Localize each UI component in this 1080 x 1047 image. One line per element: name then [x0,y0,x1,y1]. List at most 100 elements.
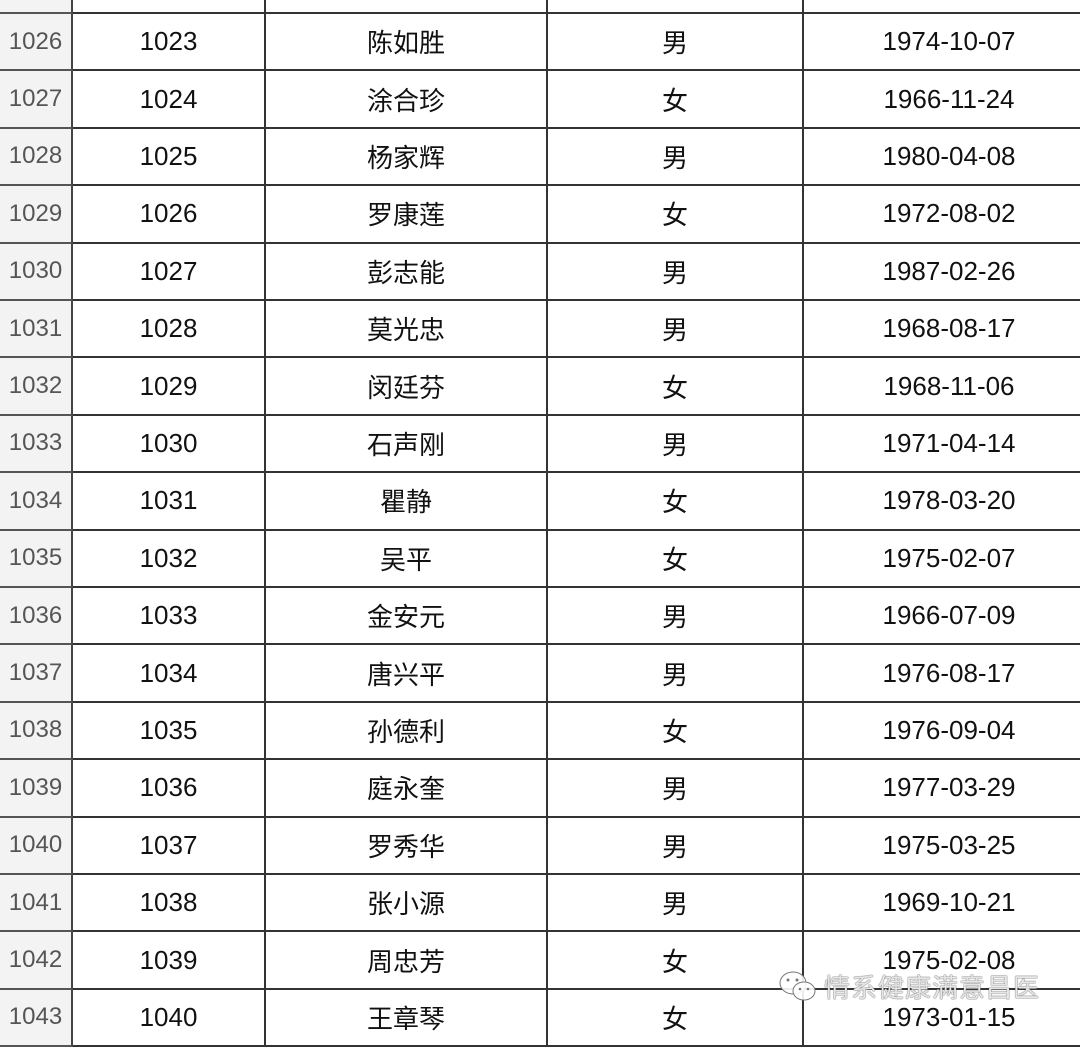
cell-birth[interactable]: 1977-03-29 [804,760,1080,818]
cell-name[interactable]: 瞿静 [266,473,548,531]
cell-id[interactable]: 1028 [73,301,266,359]
table-row: 1025 [0,0,1080,14]
row-header[interactable]: 1029 [0,186,73,244]
cell-birth[interactable]: 1975-02-08 [804,932,1080,990]
cell-birth[interactable]: 1968-08-17 [804,301,1080,359]
cell-birth[interactable]: 1978-03-20 [804,473,1080,531]
row-header[interactable]: 1033 [0,415,73,474]
row-header[interactable]: 1038 [0,702,73,761]
table-row: 1034 1031 瞿静女 1978-03-20 [0,473,1080,531]
cell-id[interactable]: 1033 [73,588,266,646]
row-header[interactable]: 1042 [0,932,73,990]
cell-birth[interactable]: 1980-04-08 [804,129,1080,187]
row-header[interactable]: 1036 [0,588,73,646]
row-header[interactable]: 1039 [0,760,73,818]
cell-name[interactable]: 莫光忠 [266,301,548,359]
cell-name[interactable]: 罗秀华 [266,817,548,875]
cell-gender[interactable]: 男 [548,14,804,72]
row-header[interactable]: 1041 [0,875,73,933]
cell-name[interactable]: 涂合珍 [266,71,548,129]
cell-gender[interactable]: 女 [548,932,804,990]
cell-id[interactable]: 1035 [73,702,266,761]
cell-id[interactable]: 1039 [73,932,266,990]
cell-birth[interactable]: 1969-10-21 [804,875,1080,933]
cell-id[interactable]: 1027 [73,243,266,301]
cell-gender[interactable]: 男 [548,875,804,933]
cell-gender[interactable]: 男 [548,817,804,875]
cell-name[interactable]: 孙德利 [266,702,548,761]
row-header[interactable]: 1028 [0,128,73,187]
cell-name[interactable]: 庭永奎 [266,760,548,818]
cell-name[interactable]: 周忠芳 [266,932,548,990]
cell-birth[interactable]: 1966-07-09 [804,588,1080,646]
cell-name[interactable] [266,0,548,14]
cell-name[interactable]: 闵廷芬 [266,358,548,416]
cell-birth[interactable]: 1976-08-17 [804,645,1080,703]
cell-gender[interactable]: 女 [548,989,804,1047]
cell-birth[interactable]: 1975-03-25 [804,818,1080,875]
cell-id[interactable]: 1029 [73,358,266,416]
cell-name[interactable]: 杨家辉 [266,128,548,187]
row-header[interactable]: 1043 [0,989,73,1047]
cell-gender[interactable]: 女 [548,530,804,588]
cell-gender[interactable]: 男 [548,243,804,301]
cell-birth[interactable]: 1972-08-02 [804,186,1080,244]
cell-id[interactable]: 1037 [73,817,266,875]
cell-birth[interactable]: 1976-09-04 [804,703,1080,761]
cell-gender[interactable] [548,0,804,14]
cell-gender[interactable]: 女 [548,186,804,244]
cell-name[interactable]: 吴平 [266,530,548,588]
row-header[interactable]: 1030 [0,243,73,301]
cell-name[interactable]: 石声刚 [266,415,548,474]
cell-birth[interactable]: 1968-11-06 [804,358,1080,416]
cell-id[interactable]: 1024 [73,71,266,129]
cell-gender[interactable]: 女 [548,473,804,531]
row-header[interactable]: 1035 [0,530,73,588]
cell-birth[interactable]: 1975-02-07 [804,531,1080,588]
cell-id[interactable]: 1025 [73,128,266,187]
cell-birth[interactable]: 1966-11-24 [804,71,1080,129]
cell-id[interactable]: 1031 [73,473,266,531]
cell-id[interactable]: 1026 [73,186,266,244]
cell-gender[interactable]: 女 [548,702,804,761]
cell-id[interactable]: 1040 [73,989,266,1047]
cell-id[interactable] [73,0,266,14]
row-header[interactable]: 1034 [0,473,73,531]
row-header[interactable]: 1025 [0,0,73,14]
row-header[interactable]: 1026 [0,14,73,72]
cell-name[interactable]: 王章琴 [266,989,548,1047]
cell-birth[interactable]: 1974-10-07 [804,14,1080,72]
cell-birth[interactable] [804,0,1080,14]
cell-id[interactable]: 1032 [73,530,266,588]
cell-gender[interactable]: 男 [548,415,804,474]
cell-birth[interactable]: 1987-02-26 [804,244,1080,301]
table-row: 1041 1038 张小源男 1969-10-21 [0,875,1080,933]
cell-name[interactable]: 陈如胜 [266,14,548,72]
table-row: 1037 1034 唐兴平男 1976-08-17 [0,645,1080,703]
cell-name[interactable]: 唐兴平 [266,645,548,703]
cell-gender[interactable]: 男 [548,645,804,703]
cell-gender[interactable]: 男 [548,760,804,818]
cell-id[interactable]: 1038 [73,875,266,933]
table-row: 1030 1027 彭志能男 1987-02-26 [0,243,1080,301]
cell-name[interactable]: 彭志能 [266,243,548,301]
cell-gender[interactable]: 女 [548,71,804,129]
cell-id[interactable]: 1023 [73,14,266,72]
row-header[interactable]: 1032 [0,358,73,416]
cell-gender[interactable]: 男 [548,301,804,359]
cell-name[interactable]: 金安元 [266,588,548,646]
row-header[interactable]: 1040 [0,817,73,875]
cell-gender[interactable]: 男 [548,128,804,187]
cell-gender[interactable]: 男 [548,588,804,646]
row-header[interactable]: 1037 [0,645,73,703]
cell-id[interactable]: 1030 [73,415,266,474]
cell-name[interactable]: 罗康莲 [266,186,548,244]
cell-birth[interactable]: 1971-04-14 [804,416,1080,474]
cell-id[interactable]: 1034 [73,645,266,703]
cell-gender[interactable]: 女 [548,358,804,416]
cell-name[interactable]: 张小源 [266,875,548,933]
row-header[interactable]: 1031 [0,301,73,359]
cell-id[interactable]: 1036 [73,760,266,818]
row-header[interactable]: 1027 [0,71,73,129]
table-row: 1026 1023 陈如胜男 1974-10-07 [0,14,1080,72]
